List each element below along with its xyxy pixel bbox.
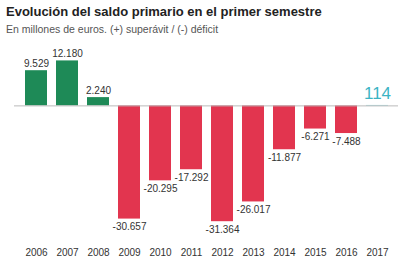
svg-text:2012: 2012: [211, 247, 234, 258]
svg-text:2011: 2011: [181, 247, 203, 258]
svg-text:2010: 2010: [149, 247, 172, 258]
svg-text:2006: 2006: [25, 247, 48, 258]
html-text:Evolución del saldo primario e: Evolución del saldo primario en el prime…: [6, 4, 322, 19]
svg-text:12.180: 12.180: [52, 48, 83, 59]
svg-text:2009: 2009: [118, 247, 141, 258]
svg-text:-17.292: -17.292: [175, 172, 209, 183]
svg-text:2016: 2016: [335, 247, 358, 258]
svg-text:-31.364: -31.364: [206, 224, 240, 235]
svg-text:-20.295: -20.295: [144, 183, 178, 194]
svg-text:-6.271: -6.271: [301, 131, 330, 142]
html-text:En millones de euros. (+) supe: En millones de euros. (+) superávit / (-…: [6, 23, 219, 35]
svg-text:2007: 2007: [56, 247, 79, 258]
svg-text:9.529: 9.529: [24, 58, 49, 69]
svg-text:-30.657: -30.657: [113, 221, 147, 232]
svg-text:2014: 2014: [273, 247, 296, 258]
svg-text:2.240: 2.240: [86, 85, 111, 96]
svg-text:2015: 2015: [304, 247, 327, 258]
svg-text:2017: 2017: [366, 247, 389, 258]
svg-text:-26.017: -26.017: [237, 204, 271, 215]
svg-text:2008: 2008: [87, 247, 110, 258]
svg-text:-11.877: -11.877: [268, 152, 302, 163]
svg-text:114: 114: [364, 84, 391, 103]
svg-text:2013: 2013: [242, 247, 265, 258]
svg-text:-7.488: -7.488: [332, 136, 361, 147]
